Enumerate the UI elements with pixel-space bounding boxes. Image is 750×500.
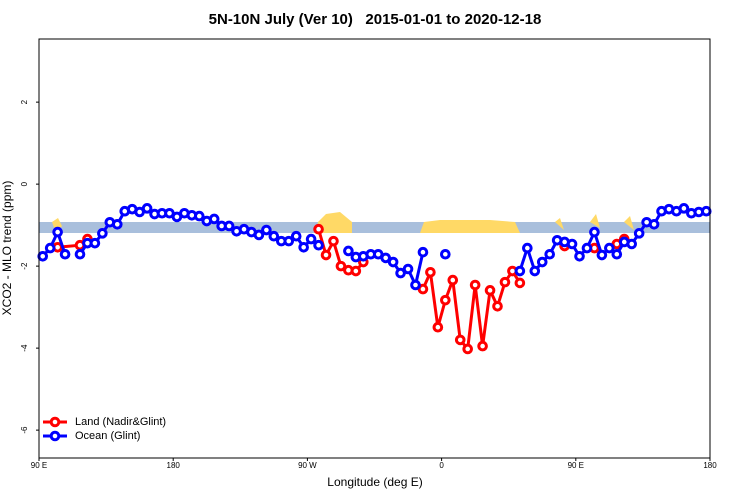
data-point <box>305 233 317 245</box>
data-point <box>52 226 63 238</box>
data-point <box>425 266 436 278</box>
data-point <box>678 203 690 214</box>
x-tick-label: 90 W <box>298 461 317 470</box>
y-tick-label: 2 <box>20 99 29 104</box>
data-point <box>589 226 600 238</box>
data-point <box>633 228 645 239</box>
data-point <box>313 239 324 251</box>
data-point <box>380 252 391 264</box>
data-point <box>700 205 712 217</box>
data-point <box>44 242 56 254</box>
data-point <box>469 279 481 291</box>
data-point <box>462 343 473 355</box>
legend-label: Ocean (Glint) <box>75 430 140 442</box>
data-point <box>477 340 488 352</box>
y-tick-label: 0 <box>20 181 29 186</box>
data-point <box>522 242 533 254</box>
data-point <box>298 241 309 253</box>
data-point <box>596 249 608 261</box>
y-tick-label: -6 <box>20 426 29 434</box>
data-point <box>536 256 548 268</box>
x-tick-label: 180 <box>167 461 181 470</box>
data-point <box>440 294 451 306</box>
data-point <box>611 248 623 260</box>
data-point <box>328 235 339 247</box>
series-line <box>57 228 626 353</box>
x-axis-label: Longitude (deg E) <box>327 475 422 489</box>
data-point <box>604 242 615 254</box>
data-point <box>268 230 280 242</box>
data-point <box>89 237 101 249</box>
data-point <box>395 267 406 279</box>
data-point <box>74 248 86 260</box>
y-tick-label: -2 <box>20 262 29 270</box>
legend-marker <box>49 430 61 442</box>
data-point <box>529 265 541 277</box>
data-point <box>343 245 354 257</box>
data-point <box>492 301 503 312</box>
data-point <box>111 219 123 230</box>
data-point <box>97 228 108 239</box>
data-point <box>261 224 272 236</box>
data-point <box>648 219 660 230</box>
data-point <box>320 249 332 261</box>
data-point <box>141 203 153 214</box>
data-point <box>402 263 414 275</box>
data-point <box>581 242 593 254</box>
data-point <box>574 250 585 262</box>
x-tick-label: 90 E <box>31 461 47 470</box>
data-point <box>514 265 526 277</box>
data-point <box>283 235 295 247</box>
data-point <box>440 248 451 260</box>
x-tick-label: 90 E <box>568 461 584 470</box>
data-point <box>432 321 444 333</box>
legend-label: Land (Nadir&Glint) <box>75 416 166 428</box>
data-point <box>410 279 421 291</box>
data-point <box>335 260 347 272</box>
data-point <box>417 246 429 258</box>
data-point <box>544 248 556 260</box>
legend-marker <box>49 416 61 428</box>
data-point <box>59 248 71 260</box>
data-point <box>37 250 49 262</box>
x-tick-label: 0 <box>439 461 444 470</box>
data-point <box>223 220 235 232</box>
plot-frame <box>38 38 711 459</box>
data-point <box>566 238 578 250</box>
data-point <box>387 256 399 268</box>
x-tick-label: 180 <box>703 461 717 470</box>
data-point <box>313 223 324 235</box>
chart-title: 5N-10N July (Ver 10) 2015-01-01 to 2020-… <box>209 11 542 28</box>
data-point <box>350 265 362 277</box>
land-sea-strip <box>39 212 710 233</box>
data-point <box>484 285 496 296</box>
data-point <box>290 230 302 242</box>
data-point <box>417 283 429 295</box>
data-point <box>454 334 466 346</box>
data-point <box>514 277 526 289</box>
data-point <box>193 210 205 222</box>
y-axis-label: XCO2 - MLO trend (ppm) <box>0 181 14 316</box>
data-point <box>253 229 265 241</box>
data-point <box>626 238 638 250</box>
data-point <box>447 274 459 286</box>
data-point <box>499 276 511 288</box>
data-point <box>208 213 220 225</box>
y-tick-label: -4 <box>20 344 29 352</box>
